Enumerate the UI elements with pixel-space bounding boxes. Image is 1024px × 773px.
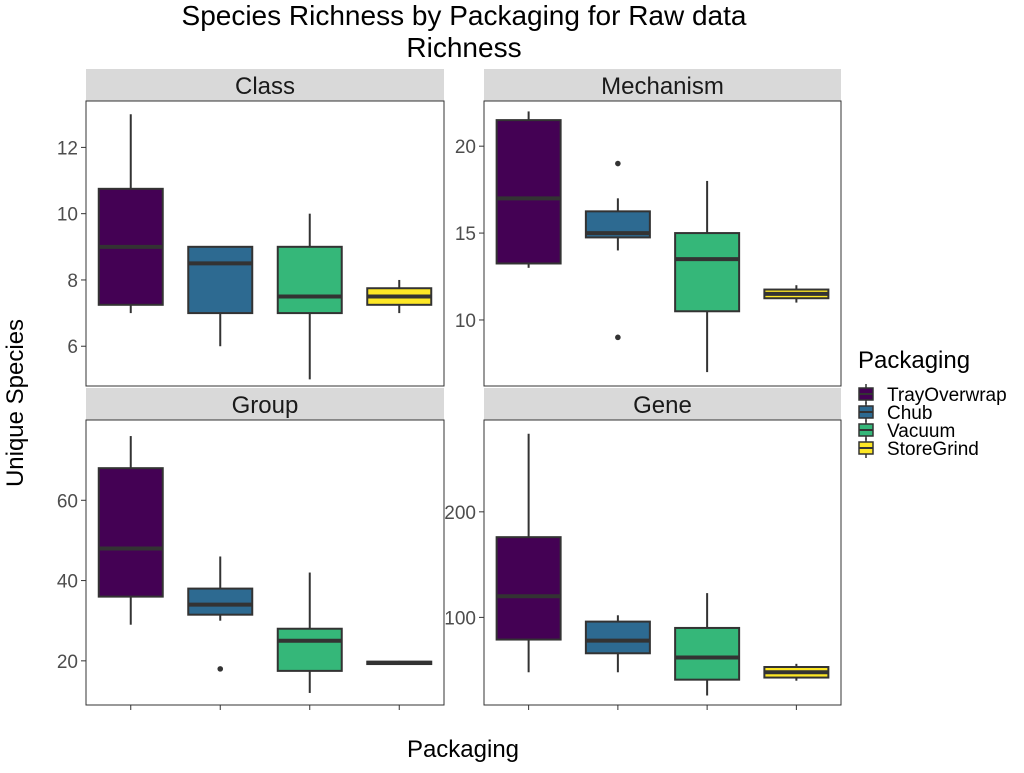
box-trayoverwrap xyxy=(495,433,562,673)
box-body xyxy=(187,587,254,616)
box-vacuum xyxy=(276,213,343,380)
y-tick-label: 20 xyxy=(455,137,476,158)
legend-label: Chub xyxy=(887,403,932,424)
panel-border xyxy=(85,419,445,706)
facet-strip-label: Group xyxy=(232,392,299,419)
panel-border xyxy=(483,100,842,387)
box-body xyxy=(187,245,254,315)
legend-title: Packaging xyxy=(858,347,970,374)
y-axis-label: Unique Species xyxy=(2,319,29,487)
facet-panels: Class 6 8 10 12 Mechanism 10 15 20 Group 20 40 60 Gen… xyxy=(57,69,842,710)
box-body xyxy=(495,536,562,641)
facet-panel-mechanism: Mechanism 10 15 20 xyxy=(455,69,842,387)
x-axis-label: Packaging xyxy=(407,736,519,763)
box-body xyxy=(495,119,562,265)
facet-panel-group: Group 20 40 60 xyxy=(57,388,445,710)
y-tick-label: 15 xyxy=(455,224,476,245)
y-tick-label: 6 xyxy=(67,337,78,358)
y-tick-label: 12 xyxy=(57,138,78,159)
y-tick-label: 10 xyxy=(455,311,476,332)
y-tick-label: 100 xyxy=(444,608,476,629)
outlier-point xyxy=(615,160,621,167)
chart-title-line2: Richness xyxy=(406,32,521,63)
outlier-point xyxy=(217,666,224,672)
y-tick-label: 10 xyxy=(57,205,78,226)
box-body xyxy=(674,232,741,313)
box-body xyxy=(584,620,651,655)
y-tick-label: 200 xyxy=(444,503,476,524)
y-tick-label: 8 xyxy=(67,271,78,292)
facet-strip-label: Gene xyxy=(633,392,692,419)
box-storegrind xyxy=(366,279,433,314)
facet-panel-class: Class 6 8 10 12 xyxy=(57,69,445,387)
box-body xyxy=(276,627,343,672)
outlier-point xyxy=(615,334,621,341)
chart-title-line1: Species Richness by Packaging for Raw da… xyxy=(182,0,747,31)
box-storegrind xyxy=(763,285,830,303)
panel-border xyxy=(85,100,445,387)
panel-border xyxy=(483,419,842,706)
facet-strip xyxy=(484,69,841,101)
box-chub xyxy=(584,615,651,673)
legend-label: StoreGrind xyxy=(887,439,979,460)
legend-label: Vacuum xyxy=(887,421,955,442)
box-vacuum xyxy=(674,180,741,373)
box-storegrind xyxy=(763,663,830,681)
y-tick-label: 20 xyxy=(57,652,78,673)
facet-strip-label: Class xyxy=(235,73,295,100)
box-body xyxy=(97,467,164,598)
legend-item-chub: Chub xyxy=(858,402,932,424)
box-trayoverwrap xyxy=(97,114,164,314)
legend-item-storegrind: StoreGrind xyxy=(858,438,979,460)
box-body xyxy=(276,245,343,315)
legend-item-trayoverwrap: TrayOverwrap xyxy=(858,384,1007,406)
box-vacuum xyxy=(674,593,741,696)
y-tick-label: 60 xyxy=(57,491,78,512)
box-body xyxy=(674,626,741,681)
facet-panel-gene: Gene 100 200 xyxy=(444,388,842,710)
box-chub xyxy=(187,245,254,347)
facet-strip xyxy=(484,388,841,420)
box-chub xyxy=(187,556,254,672)
box-trayoverwrap xyxy=(495,111,562,268)
box-vacuum xyxy=(276,572,343,693)
legend-label: TrayOverwrap xyxy=(887,385,1007,406)
facet-strip-label: Mechanism xyxy=(601,73,724,100)
box-trayoverwrap xyxy=(97,436,164,625)
facet-strip xyxy=(86,69,444,101)
box-storegrind xyxy=(366,660,433,666)
y-tick-label: 40 xyxy=(57,572,78,593)
legend-item-vacuum: Vacuum xyxy=(858,420,955,442)
box-chub xyxy=(584,160,651,341)
facet-strip xyxy=(86,388,444,420)
legend: Packaging TrayOverwrapChubVacuumStoreGrin… xyxy=(858,347,1007,460)
